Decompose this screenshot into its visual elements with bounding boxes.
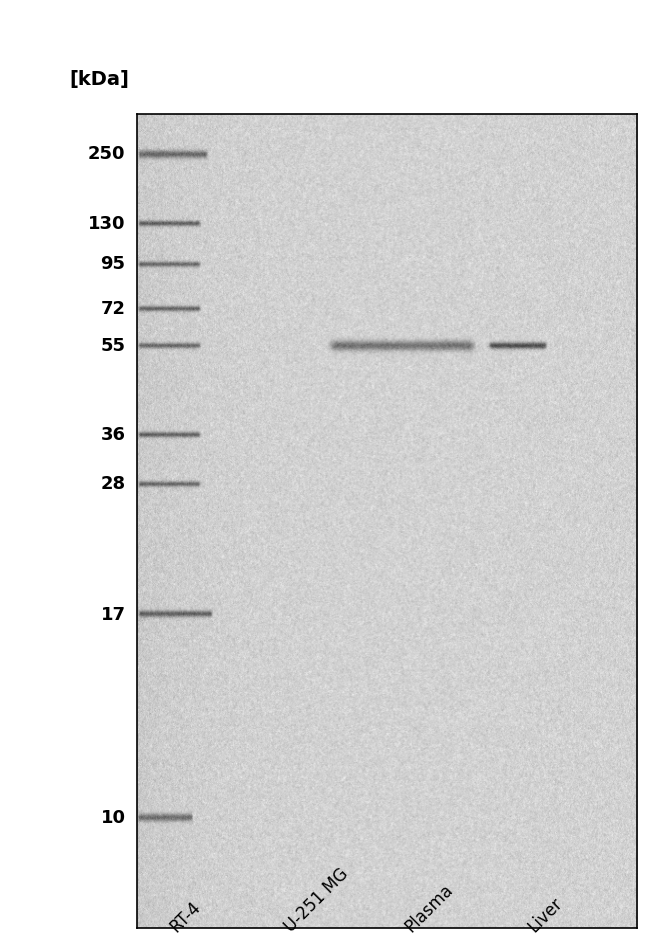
Text: 36: 36 xyxy=(101,426,125,444)
Text: 130: 130 xyxy=(88,215,125,233)
Text: Liver: Liver xyxy=(524,895,566,937)
Text: 55: 55 xyxy=(101,337,125,355)
Text: Plasma: Plasma xyxy=(402,881,457,937)
Text: 72: 72 xyxy=(101,300,125,318)
Text: 28: 28 xyxy=(101,475,125,493)
Text: RT-4: RT-4 xyxy=(166,899,204,937)
Text: [kDa]: [kDa] xyxy=(70,70,129,89)
Text: 250: 250 xyxy=(88,145,125,164)
Text: U-251 MG: U-251 MG xyxy=(281,866,352,937)
Text: 17: 17 xyxy=(101,605,125,623)
Text: 10: 10 xyxy=(101,809,125,827)
Text: 95: 95 xyxy=(101,256,125,274)
